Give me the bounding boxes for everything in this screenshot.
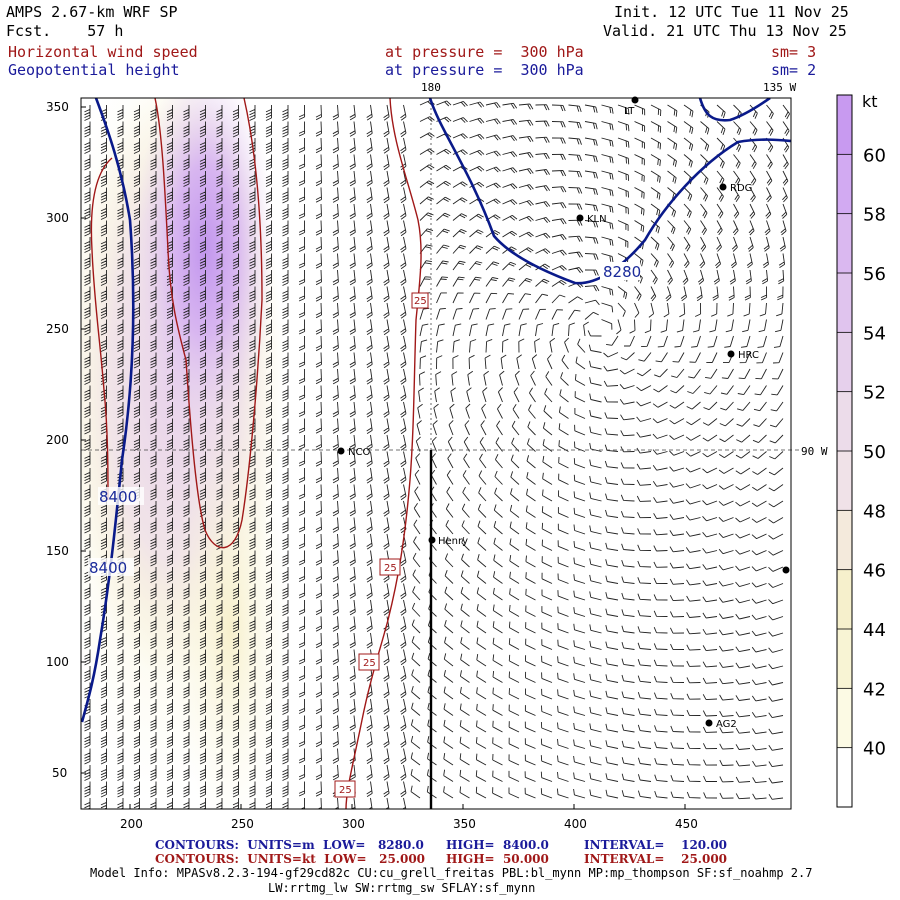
colorbar-swatch <box>837 213 852 274</box>
colorbar-label: 58 <box>863 205 886 226</box>
colorbar-label: 40 <box>863 739 886 760</box>
station-kln: KLN <box>587 214 607 225</box>
colorbar-swatch <box>837 391 852 452</box>
valid-time: Valid. 21 UTC Thu 13 Nov 25 <box>603 22 847 40</box>
wind-label-25-a: 25 <box>414 296 427 307</box>
height-label-8280: 8280 <box>603 263 641 281</box>
field1-smoothing: sm= 3 <box>771 43 817 61</box>
wind-contour-labels: 25 25 25 25 <box>334 292 429 798</box>
stations: RDG KLN HRC NCO Henry AG2 LT <box>337 96 790 730</box>
colorbar-swatch <box>837 510 852 571</box>
footer-wind-interval: INTERVAL= 25.000 <box>584 852 728 866</box>
wind-label-25-c: 25 <box>363 658 376 669</box>
contour-8400 <box>81 98 135 723</box>
colorbar-label: 54 <box>863 323 886 344</box>
colorbar-label: 44 <box>863 620 886 641</box>
station-dot-ag2 <box>705 719 713 727</box>
y-tick-300: 300 <box>46 211 69 225</box>
colorbar-swatch <box>837 332 852 393</box>
colorbar-label: 48 <box>863 501 886 522</box>
station-hrc: HRC <box>738 350 759 361</box>
station-nco: NCO <box>348 447 370 458</box>
station-dot-henry <box>428 536 436 544</box>
y-tick-100: 100 <box>46 655 69 669</box>
colorbar: kt 60 58 56 54 52 50 48 46 44 42 40 <box>836 92 886 808</box>
station-rdg: RDG <box>730 183 752 194</box>
field2-level: at pressure = 300 hPa <box>385 61 584 79</box>
station-lt: LT <box>624 106 635 117</box>
x-tick-400: 400 <box>564 817 587 831</box>
height-contour-labels: 8280 8400 8400 <box>88 262 641 577</box>
field1-level: at pressure = 300 hPa <box>385 43 584 61</box>
x-axis: 200 250 300 350 400 450 <box>120 804 698 831</box>
colorbar-swatch <box>837 154 852 215</box>
station-henry: Henry <box>438 536 468 547</box>
map-frame <box>80 97 792 810</box>
label-180: 180 <box>421 81 441 94</box>
contour-50kt-jet <box>154 98 263 549</box>
station-dot-hrc <box>727 350 735 358</box>
height-label-8400-b: 8400 <box>89 559 127 577</box>
forecast-hour: Fcst. 57 h <box>6 22 124 40</box>
footer-height-interval: INTERVAL= 120.00 <box>584 838 728 852</box>
y-tick-200: 200 <box>46 433 69 447</box>
contour-25kt <box>345 98 422 809</box>
model-info: Model Info: MPASv8.2.3-194-gf29cd82c CU:… <box>90 866 813 880</box>
station-ag2: AG2 <box>716 719 737 730</box>
footer-wind-contours: CONTOURS: UNITS=kt LOW= 25.000 <box>155 852 426 866</box>
wind-speed-contours <box>90 98 422 809</box>
model-physics: LW:rrtmg_lw SW:rrtmg_sw SFLAY:sf_mynn <box>268 881 536 895</box>
model-title: AMPS 2.67-km WRF SP <box>6 3 178 21</box>
x-tick-300: 300 <box>342 817 365 831</box>
y-tick-150: 150 <box>46 544 69 558</box>
colorbar-swatch <box>837 688 852 749</box>
footer-wind-high: HIGH= 50.000 <box>446 852 549 866</box>
station-dot-kln <box>576 214 584 222</box>
x-tick-200: 200 <box>120 817 143 831</box>
x-tick-350: 350 <box>453 817 476 831</box>
x-tick-250: 250 <box>231 817 254 831</box>
contour-50kt-west <box>90 157 113 501</box>
label-90w: 90 W <box>801 445 828 458</box>
colorbar-swatch <box>837 569 852 630</box>
colorbar-swatch <box>837 95 852 155</box>
station-dot-nco <box>337 447 345 455</box>
colorbar-label: 52 <box>863 383 886 404</box>
field1-name: Horizontal wind speed <box>8 43 198 61</box>
colorbar-swatch <box>837 629 852 689</box>
field2-name: Geopotential height <box>8 61 180 79</box>
x-tick-450: 450 <box>675 817 698 831</box>
colorbar-label: 46 <box>863 561 886 582</box>
height-contours <box>81 98 791 723</box>
footer-height-high: HIGH= 8400.0 <box>446 838 549 852</box>
wind-label-25-d: 25 <box>339 785 352 796</box>
y-axis: 50 100 150 200 250 300 350 <box>46 100 86 780</box>
field2-smoothing: sm= 2 <box>771 61 817 79</box>
label-135w: 135 W <box>763 81 796 94</box>
colorbar-swatch <box>837 451 852 511</box>
y-tick-350: 350 <box>46 100 69 114</box>
colorbar-unit: kt <box>862 92 878 111</box>
station-dot-rdg <box>719 183 727 191</box>
colorbar-label: 50 <box>863 442 886 463</box>
height-label-8400-a: 8400 <box>99 488 137 506</box>
colorbar-label: 56 <box>863 264 886 285</box>
colorbar-swatch <box>837 747 852 808</box>
footer-height-contours: CONTOURS: UNITS=m LOW= 8280.0 <box>155 838 424 852</box>
colorbar-label: 60 <box>863 145 886 166</box>
colorbar-label: 42 <box>863 679 886 700</box>
contour-8280 <box>428 98 791 285</box>
colorbar-swatch <box>837 273 852 333</box>
y-tick-50: 50 <box>52 766 67 780</box>
station-dot-edge <box>782 566 790 574</box>
contour-8280-top <box>698 98 771 122</box>
wind-label-25-b: 25 <box>384 563 397 574</box>
init-time: Init. 12 UTC Tue 11 Nov 25 <box>614 3 849 21</box>
y-tick-250: 250 <box>46 322 69 336</box>
